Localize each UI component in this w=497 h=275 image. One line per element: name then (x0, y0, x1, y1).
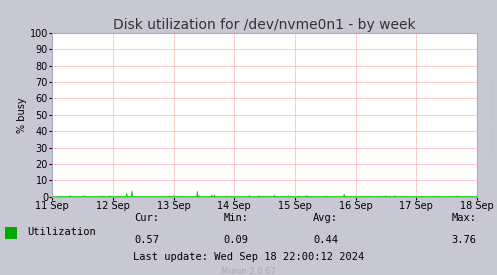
Text: Utilization: Utilization (27, 227, 96, 237)
Text: 3.76: 3.76 (451, 235, 476, 245)
Text: Munin 2.0.67: Munin 2.0.67 (221, 267, 276, 275)
Text: 0.44: 0.44 (313, 235, 338, 245)
Text: 0.09: 0.09 (224, 235, 248, 245)
Text: Max:: Max: (451, 213, 476, 223)
Text: Cur:: Cur: (134, 213, 159, 223)
Text: Min:: Min: (224, 213, 248, 223)
Text: Last update: Wed Sep 18 22:00:12 2024: Last update: Wed Sep 18 22:00:12 2024 (133, 252, 364, 262)
Text: RRDTOOL / TOBI OETIKER: RRDTOOL / TOBI OETIKER (491, 75, 496, 156)
Y-axis label: % busy: % busy (17, 97, 27, 133)
Title: Disk utilization for /dev/nvme0n1 - by week: Disk utilization for /dev/nvme0n1 - by w… (113, 18, 416, 32)
Text: Avg:: Avg: (313, 213, 338, 223)
Text: 0.57: 0.57 (134, 235, 159, 245)
